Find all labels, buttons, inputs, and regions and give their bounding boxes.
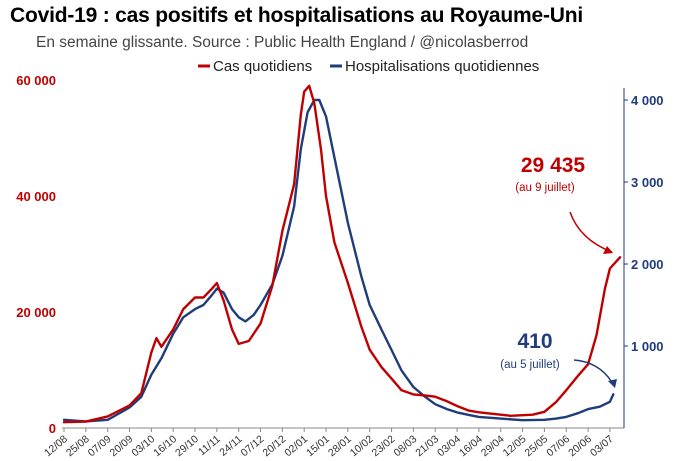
left-tick-label: 40 000: [16, 189, 56, 204]
x-tick-label: 07/09: [86, 433, 114, 459]
x-tick-label: 03/04: [435, 433, 463, 459]
right-tick-label: 4 000: [631, 93, 664, 108]
x-tick-label: 10/02: [348, 433, 376, 459]
x-tick-label: 20/06: [566, 433, 594, 459]
x-tick-label: 15/01: [304, 433, 332, 459]
right-tick-label: 1 000: [631, 339, 664, 354]
x-tick-label: 07/12: [239, 433, 267, 459]
x-tick-label: 21/03: [413, 433, 441, 459]
x-tick-label: 12/08: [42, 433, 70, 459]
series-line-hosp: [62, 98, 615, 423]
x-tick-label: 11/11: [196, 433, 223, 458]
annotation-cases-arrow: [569, 211, 613, 253]
x-tick-label: 23/02: [370, 433, 398, 459]
annotation-hosp-note: (au 5 juillet): [500, 359, 560, 371]
x-tick-label: 02/01: [282, 433, 310, 459]
annotation-cases-arrowhead: [603, 246, 613, 254]
x-tick-label: 03/10: [129, 433, 157, 459]
chart-title: Covid-19 : cas positifs et hospitalisati…: [10, 4, 584, 27]
x-tick-label: 20/09: [108, 433, 136, 459]
x-tick-label: 07/06: [544, 433, 572, 459]
series-line-cases: [62, 84, 622, 424]
right-tick-label: 3 000: [631, 175, 664, 190]
x-tick-label: 12/05: [501, 433, 529, 459]
annotation-cases: 29 435 (au 9 juillet): [515, 154, 613, 254]
legend: Cas quotidiens Hospitalisations quotidie…: [198, 58, 539, 75]
left-tick-label: 20 000: [16, 305, 56, 320]
annotation-cases-note: (au 9 juillet): [515, 182, 575, 194]
legend-label-hosp: Hospitalisations quotidiennes: [345, 58, 539, 75]
legend-label-cases: Cas quotidiens: [213, 58, 312, 75]
annotation-hosp-arrowhead: [608, 379, 617, 388]
x-tick-label: 20/12: [260, 433, 288, 459]
left-tick-label: 0: [49, 421, 56, 436]
x-tick-label: 28/01: [326, 433, 354, 459]
x-tick-label: 16/10: [151, 433, 179, 459]
x-tick-label: 03/07: [588, 433, 616, 459]
annotation-hosp: 410 (au 5 juillet): [500, 330, 617, 388]
x-tick-label: 29/04: [479, 433, 507, 459]
right-tick-label: 2 000: [631, 257, 664, 272]
x-tick-label: 16/04: [457, 433, 485, 459]
x-tick-label: 25/05: [522, 433, 550, 459]
x-tick-label: 29/10: [173, 433, 201, 459]
x-tick-label: 25/08: [64, 433, 92, 459]
annotation-cases-value: 29 435: [521, 154, 586, 177]
x-tick-label: 24/11: [217, 433, 244, 459]
x-tick-label: 08/03: [391, 433, 419, 459]
annotation-hosp-value: 410: [517, 330, 552, 353]
left-tick-label: 60 000: [16, 73, 56, 88]
chart-subtitle: En semaine glissante. Source : Public He…: [36, 34, 529, 51]
